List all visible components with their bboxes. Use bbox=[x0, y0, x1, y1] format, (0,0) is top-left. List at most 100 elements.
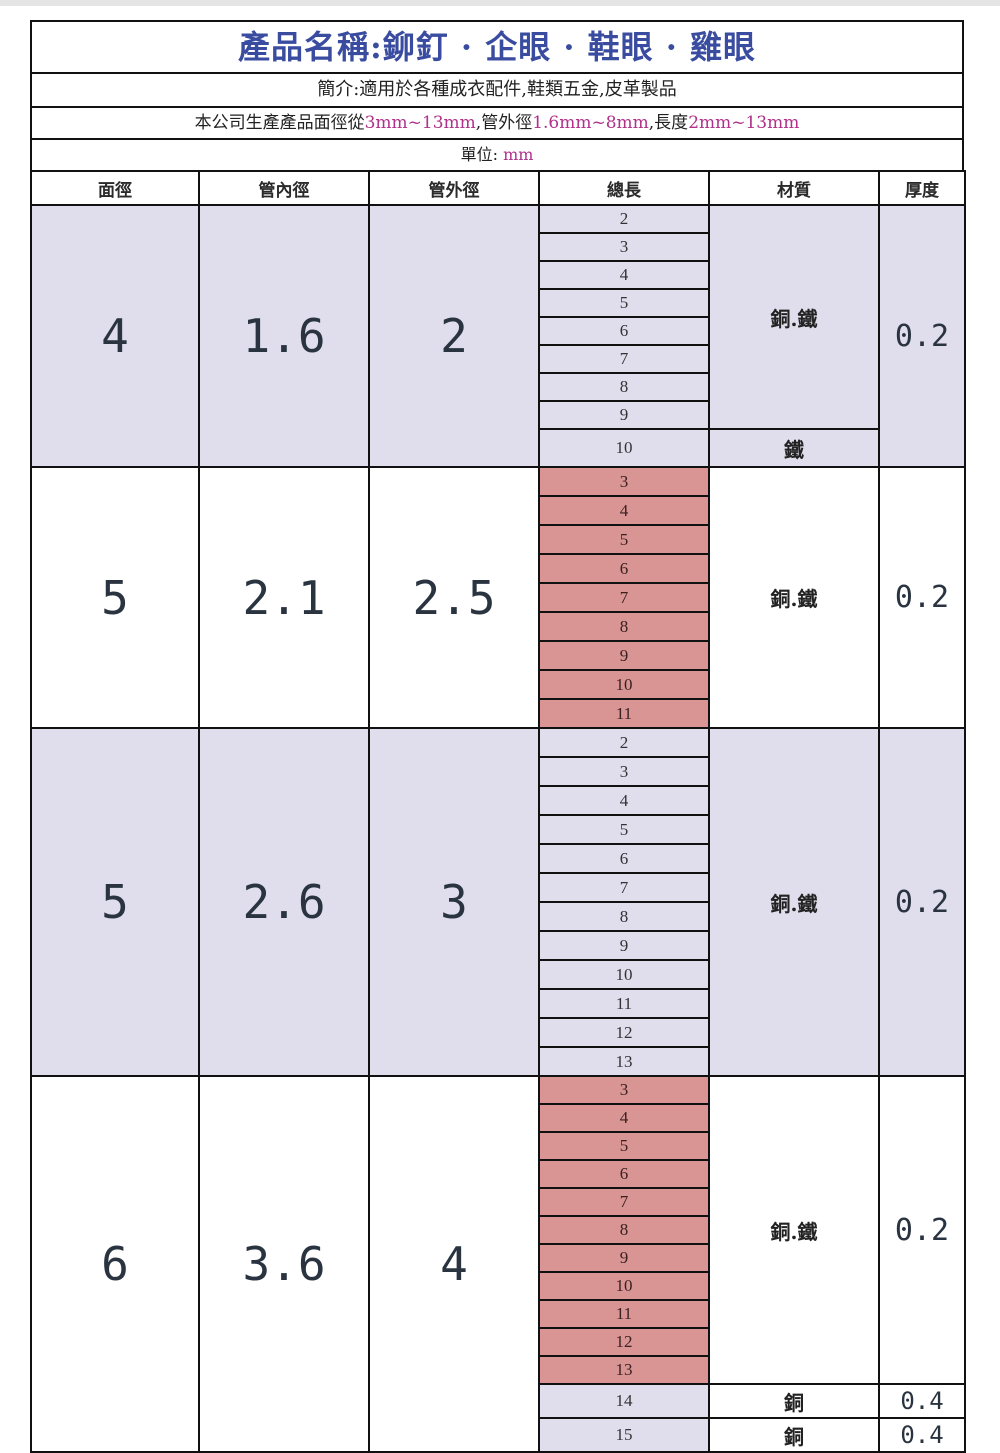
table-row: 8 bbox=[31, 611, 965, 642]
table-row: 12 bbox=[31, 1017, 965, 1048]
cell-length: 10 bbox=[538, 428, 710, 468]
table-row: 10 bbox=[31, 959, 965, 990]
cell-thickness: 0.4 bbox=[878, 1417, 966, 1453]
table-row: 13 bbox=[31, 1046, 965, 1077]
table-row: 3 bbox=[31, 232, 965, 262]
unit-label: 單位: bbox=[460, 145, 498, 164]
cell-length: 10 bbox=[538, 959, 710, 990]
table-row: 5 bbox=[31, 524, 965, 555]
table-row: 4 bbox=[31, 495, 965, 526]
cell-length: 7 bbox=[538, 1187, 710, 1217]
cell-length: 9 bbox=[538, 1243, 710, 1273]
cell-material: 鐵 bbox=[708, 428, 880, 468]
cell-length: 13 bbox=[538, 1046, 710, 1077]
cell-material: 銅.鐵 bbox=[708, 466, 880, 729]
table-row: 4 bbox=[31, 785, 965, 816]
range-prefix: 本公司生產產品面徑從 bbox=[194, 113, 365, 133]
table-row: 7 bbox=[31, 344, 965, 374]
cell-face: 6 bbox=[30, 1075, 200, 1453]
header-outer: 管外徑 bbox=[368, 170, 540, 206]
cell-length: 8 bbox=[538, 1215, 710, 1245]
cell-outer: 2.5 bbox=[368, 466, 540, 729]
cell-length: 3 bbox=[538, 1075, 710, 1105]
cell-face: 5 bbox=[30, 727, 200, 1077]
range-length: 2mm~13mm bbox=[688, 113, 800, 133]
cell-material: 銅.鐵 bbox=[708, 204, 880, 430]
table-row: 4 bbox=[31, 1103, 965, 1133]
cell-length: 7 bbox=[538, 872, 710, 903]
table-row: 11 bbox=[31, 988, 965, 1019]
range-outer: 1.6mm~8mm bbox=[532, 113, 649, 133]
cell-thickness: 0.2 bbox=[878, 204, 966, 468]
table-row: 8 bbox=[31, 901, 965, 932]
header-inner: 管內徑 bbox=[198, 170, 370, 206]
table-row: 4 bbox=[31, 260, 965, 290]
header-row: 面徑 管內徑 管外徑 總長 材質 厚度 bbox=[30, 170, 966, 206]
cell-inner: 1.6 bbox=[198, 204, 370, 468]
range-face: 3mm~13mm bbox=[364, 113, 476, 133]
cell-length: 4 bbox=[538, 785, 710, 816]
table-row: 12 bbox=[31, 1327, 965, 1357]
cell-outer: 4 bbox=[368, 1075, 540, 1453]
table-row: 14 銅 0.4 bbox=[31, 1383, 966, 1419]
cell-length: 4 bbox=[538, 495, 710, 526]
cell-length: 8 bbox=[538, 901, 710, 932]
cell-length: 4 bbox=[538, 260, 710, 290]
table-row: 13 bbox=[31, 1355, 965, 1385]
table-row: 7 bbox=[31, 582, 965, 613]
table-row: 3 bbox=[31, 756, 965, 787]
product-intro: 簡介:適用於各種成衣配件,鞋類五金,皮革製品 bbox=[30, 72, 964, 106]
cell-thickness: 0.2 bbox=[878, 1075, 966, 1385]
cell-length: 8 bbox=[538, 611, 710, 642]
cell-length: 2 bbox=[538, 727, 710, 758]
cell-thickness: 0.2 bbox=[878, 466, 966, 729]
table-row: 9 bbox=[31, 640, 965, 671]
cell-length: 5 bbox=[538, 1131, 710, 1161]
cell-thickness: 0.2 bbox=[878, 727, 966, 1077]
header-material: 材質 bbox=[708, 170, 880, 206]
cell-material: 銅.鐵 bbox=[708, 727, 880, 1077]
range-mid2: ,長度 bbox=[648, 113, 689, 133]
spec-table: 面徑 管內徑 管外徑 總長 材質 厚度 4 1.6 2 2 銅.鐵 0.2 3 4 5 6 7 8 9 1… bbox=[30, 170, 966, 1453]
table-row: 11 bbox=[31, 1299, 965, 1329]
table-row: 6 bbox=[31, 843, 965, 874]
unit-value: mm bbox=[503, 145, 534, 164]
table-row: 11 bbox=[31, 698, 965, 729]
cell-length: 3 bbox=[538, 466, 710, 497]
cell-thickness: 0.4 bbox=[878, 1383, 966, 1419]
cell-length: 6 bbox=[538, 1159, 710, 1189]
range-mid1: ,管外徑 bbox=[475, 113, 533, 133]
table-row: 6 bbox=[31, 316, 965, 346]
table-row: 6 bbox=[31, 553, 965, 584]
cell-length: 12 bbox=[538, 1017, 710, 1048]
table-row: 8 bbox=[31, 1215, 965, 1245]
cell-length: 6 bbox=[538, 553, 710, 584]
product-range: 本公司生產產品面徑從3mm~13mm,管外徑1.6mm~8mm,長度2mm~13… bbox=[30, 106, 964, 138]
table-row: 9 bbox=[31, 930, 965, 961]
cell-length: 9 bbox=[538, 640, 710, 671]
cell-length: 8 bbox=[538, 372, 710, 402]
table-row: 7 bbox=[31, 1187, 965, 1217]
table-row: 4 1.6 2 2 銅.鐵 0.2 bbox=[30, 204, 966, 468]
table-row: 5 bbox=[31, 288, 965, 318]
product-title: 產品名稱:鉚釘 · 企眼 · 鞋眼 · 雞眼 bbox=[30, 20, 964, 72]
table-row: 8 bbox=[31, 372, 965, 402]
cell-material: 銅.鐵 bbox=[708, 1075, 880, 1385]
cell-inner: 2.6 bbox=[198, 727, 370, 1077]
cell-inner: 2.1 bbox=[198, 466, 370, 729]
cell-length: 7 bbox=[538, 582, 710, 613]
cell-length: 14 bbox=[538, 1383, 710, 1419]
table-row: 10 鐵 bbox=[31, 428, 965, 468]
table-row: 5 2.1 2.5 3 銅.鐵 0.2 bbox=[30, 466, 966, 729]
cell-length: 6 bbox=[538, 316, 710, 346]
table-row: 5 2.6 3 2 銅.鐵 0.2 bbox=[30, 727, 966, 1077]
cell-length: 3 bbox=[538, 232, 710, 262]
cell-length: 4 bbox=[538, 1103, 710, 1133]
table-row: 9 bbox=[31, 1243, 965, 1273]
table-row: 9 bbox=[31, 400, 965, 430]
cell-length: 5 bbox=[538, 288, 710, 318]
cell-length: 9 bbox=[538, 930, 710, 961]
header-face: 面徑 bbox=[30, 170, 200, 206]
cell-length: 2 bbox=[538, 204, 710, 234]
cell-material: 銅 bbox=[708, 1417, 880, 1453]
